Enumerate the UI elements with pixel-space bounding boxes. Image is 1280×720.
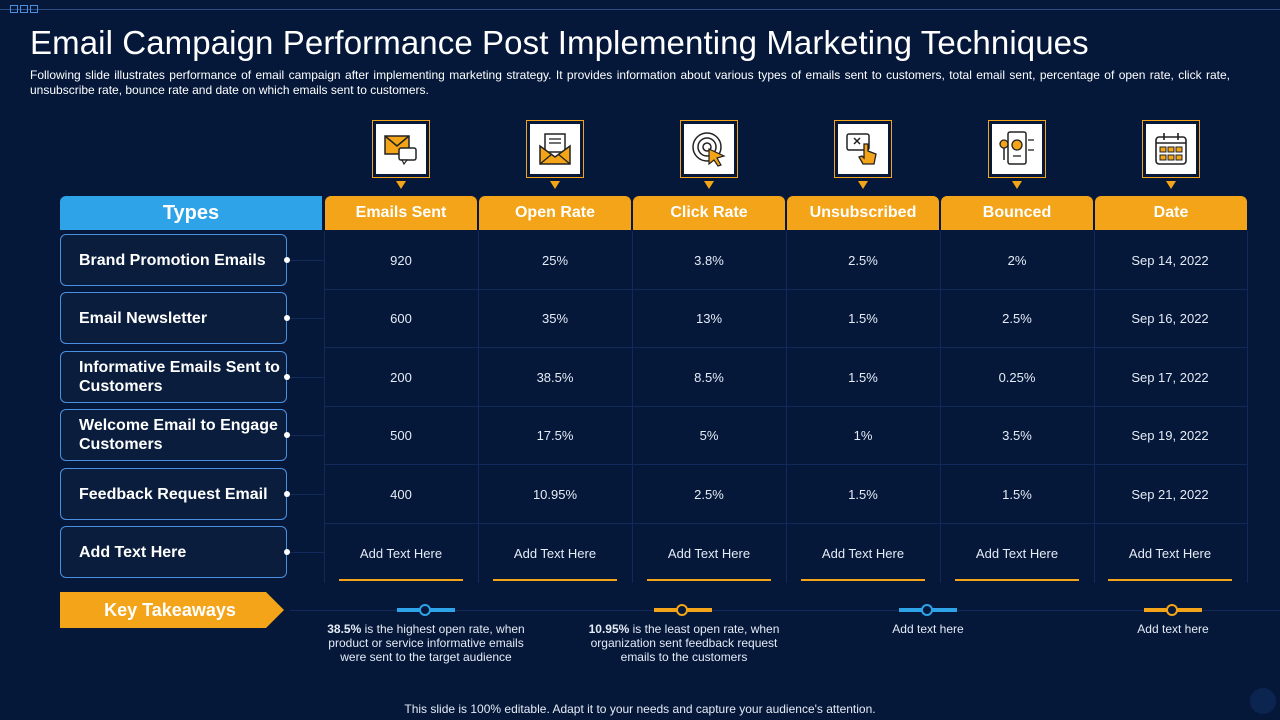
- type-informative-emails: Informative Emails Sent to Customers: [60, 351, 287, 403]
- table-cell: Add Text Here: [667, 546, 751, 561]
- takeaway-text-2: 10.95% is the least open rate, when orga…: [588, 622, 780, 664]
- table-cell: 38.5%: [536, 370, 574, 385]
- table-cell: 2.5%: [694, 487, 724, 502]
- table-cell: Sep 19, 2022: [1131, 428, 1209, 443]
- bounced-icon-box: [988, 120, 1046, 190]
- open-rate-icon-box: [526, 120, 584, 190]
- takeaway-marker: [1144, 604, 1202, 616]
- table-cell: 600: [390, 311, 412, 326]
- page-title: Email Campaign Performance Post Implemen…: [30, 24, 1089, 61]
- cell-underline: [955, 579, 1079, 581]
- type-email-newsletter: Email Newsletter: [60, 292, 287, 344]
- type-feedback-request: Feedback Request Email: [60, 468, 287, 520]
- emails-sent-icon-box: [372, 120, 430, 190]
- header-click-rate: Click Rate: [633, 196, 785, 230]
- table-cell: 500: [390, 428, 412, 443]
- row-connector-dot: [284, 374, 290, 380]
- key-takeaways-label: Key Takeaways: [104, 599, 236, 620]
- row-connector-dot: [284, 432, 290, 438]
- table-cell: 3.8%: [694, 253, 724, 268]
- header-bounced: Bounced: [941, 196, 1093, 230]
- cell-underline: [801, 579, 925, 581]
- table-cell: Sep 17, 2022: [1131, 370, 1209, 385]
- unsubscribe-click-icon: [846, 133, 877, 165]
- cell-underline: [1108, 579, 1232, 581]
- takeaway-marker: [899, 604, 957, 616]
- takeaways-timeline: [290, 610, 1280, 611]
- table-cell: 0.25%: [998, 370, 1036, 385]
- cell-underline: [493, 579, 617, 581]
- cell-underline: [647, 579, 771, 581]
- page-subtitle: Following slide illustrates performance …: [30, 68, 1230, 97]
- row-connector-dot: [284, 315, 290, 321]
- takeaway-marker: [654, 604, 712, 616]
- header-emails-sent: Emails Sent: [325, 196, 477, 230]
- header-date: Date: [1095, 196, 1247, 230]
- takeaway-text-1: 38.5% is the highest open rate, when pro…: [327, 622, 525, 664]
- header-unsubscribed: Unsubscribed: [787, 196, 939, 230]
- table-cell: 1%: [853, 428, 873, 443]
- table-cell: Add Text Here: [1128, 546, 1212, 561]
- table-cell: 10.95%: [532, 487, 578, 502]
- takeaway-text-4: Add text here: [1137, 622, 1209, 636]
- table-cell: Sep 14, 2022: [1131, 253, 1209, 268]
- takeaway-text-3: Add text here: [892, 622, 964, 636]
- table-cell: 3.5%: [1002, 428, 1032, 443]
- type-add-text: Add Text Here: [60, 526, 287, 578]
- click-rate-icon-box: [680, 120, 738, 190]
- table-cell: 8.5%: [694, 370, 724, 385]
- takeaway-marker: [397, 604, 455, 616]
- unsubscribed-icon-box: [834, 120, 892, 190]
- row-connector-dot: [284, 491, 290, 497]
- row-connector-dot: [284, 257, 290, 263]
- table-cell: Add Text Here: [359, 546, 443, 561]
- page-indicator: [1250, 688, 1276, 714]
- types-header: Types: [60, 196, 322, 230]
- top-divider: [0, 9, 1280, 10]
- table-cell: 5%: [699, 428, 719, 443]
- key-takeaways-banner: Key Takeaways: [60, 592, 284, 628]
- envelope-chat-icon: [384, 135, 417, 166]
- type-welcome-email: Welcome Email to Engage Customers: [60, 409, 287, 461]
- click-target-icon: [692, 132, 726, 167]
- table-cell: Add Text Here: [975, 546, 1059, 561]
- table-cell: 400: [390, 487, 412, 502]
- table-cell: 17.5%: [536, 428, 574, 443]
- table-cell: 2%: [1007, 253, 1027, 268]
- table-cell: 200: [390, 370, 412, 385]
- table-cell: 13%: [695, 311, 723, 326]
- table-cell: Add Text Here: [513, 546, 597, 561]
- table-cell: 1.5%: [1002, 487, 1032, 502]
- footer-note: This slide is 100% editable. Adapt it to…: [404, 702, 876, 716]
- corner-squares: [10, 5, 38, 13]
- mobile-analytics-icon: [999, 131, 1034, 165]
- open-envelope-icon: [539, 133, 571, 165]
- table-cell: Sep 21, 2022: [1131, 487, 1209, 502]
- table-cell: Add Text Here: [821, 546, 905, 561]
- table-cell: 2.5%: [848, 253, 878, 268]
- date-icon-box: [1142, 120, 1200, 190]
- table-cell: 920: [390, 253, 412, 268]
- table-cell: 25%: [541, 253, 569, 268]
- header-open-rate: Open Rate: [479, 196, 631, 230]
- table-cell: Sep 16, 2022: [1131, 311, 1209, 326]
- table-cell: 1.5%: [848, 311, 878, 326]
- table-cell: 1.5%: [848, 370, 878, 385]
- calendar-icon: [1155, 133, 1187, 165]
- table-cell: 2.5%: [1002, 311, 1032, 326]
- cell-underline: [339, 579, 463, 581]
- table-cell: 35%: [541, 311, 569, 326]
- row-connector-dot: [284, 549, 290, 555]
- table-cell: 1.5%: [848, 487, 878, 502]
- data-grid: [324, 231, 1248, 583]
- type-brand-promotion: Brand Promotion Emails: [60, 234, 287, 286]
